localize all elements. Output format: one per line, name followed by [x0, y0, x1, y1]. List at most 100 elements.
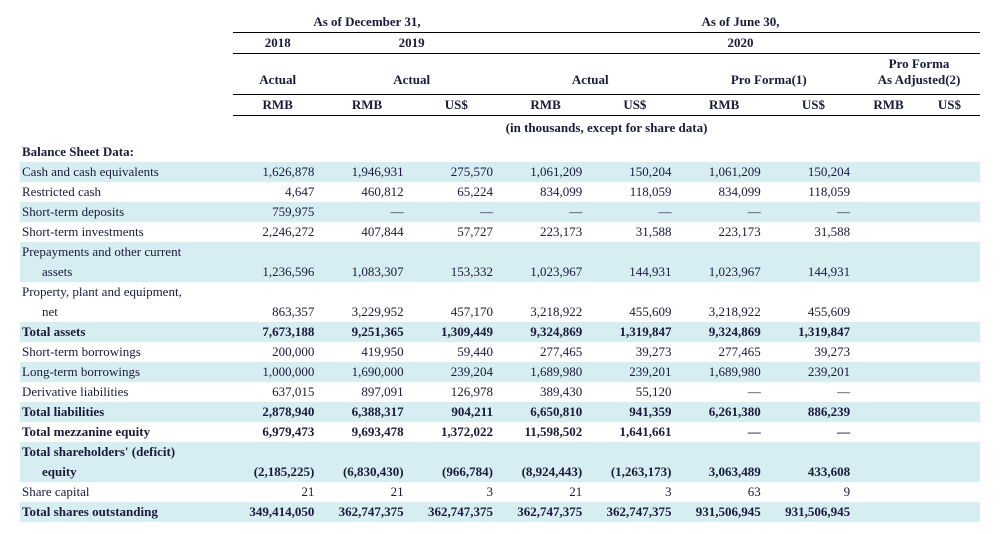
cell: 460,812 [322, 182, 411, 202]
cell: 21 [322, 482, 411, 502]
table-row: Long-term borrowings1,000,0001,690,00023… [20, 362, 980, 382]
header-dec31: As of December 31, [233, 12, 501, 33]
cell: 931,506,945 [680, 502, 769, 522]
cell [919, 342, 980, 362]
cell: 6,979,473 [233, 422, 322, 442]
header-jun30: As of June 30, [501, 12, 980, 33]
header-2020: 2020 [501, 33, 980, 54]
cell: 834,099 [680, 182, 769, 202]
cell [858, 462, 919, 482]
header-proforma-adj: Pro Forma As Adjusted(2) [858, 54, 980, 91]
header-actual-2020: Actual [501, 54, 680, 91]
cell [858, 202, 919, 222]
cell [919, 262, 980, 282]
cell [919, 302, 980, 322]
cell: 1,689,980 [501, 362, 590, 382]
cell: — [680, 382, 769, 402]
cell [858, 222, 919, 242]
cell: — [590, 202, 679, 222]
cell [858, 342, 919, 362]
row-label: Short-term deposits [20, 202, 233, 222]
cell: 57,727 [412, 222, 501, 242]
cell: 2,878,940 [233, 402, 322, 422]
cell: 223,173 [501, 222, 590, 242]
hdr-uss-3: US$ [769, 95, 858, 116]
cell: — [680, 422, 769, 442]
table-row: Property, plant and equipment, [20, 282, 980, 302]
cell: 1,946,931 [322, 162, 411, 182]
cell: 150,204 [769, 162, 858, 182]
cell: — [501, 202, 590, 222]
table-row: Share capital21213213639 [20, 482, 980, 502]
cell: 7,673,188 [233, 322, 322, 342]
cell: 1,626,878 [233, 162, 322, 182]
cell: 239,204 [412, 362, 501, 382]
cell: 897,091 [322, 382, 411, 402]
cell: 349,414,050 [233, 502, 322, 522]
cell: 362,747,375 [412, 502, 501, 522]
cell: 6,261,380 [680, 402, 769, 422]
cell: (6,830,430) [322, 462, 411, 482]
cell [858, 482, 919, 502]
cell: 31,588 [769, 222, 858, 242]
cell: 3 [412, 482, 501, 502]
row-label: Prepayments and other current [20, 242, 233, 262]
cell: — [680, 202, 769, 222]
cell: 834,099 [501, 182, 590, 202]
cell [858, 382, 919, 402]
hdr-rmb-4: RMB [680, 95, 769, 116]
cell: 9,324,869 [501, 322, 590, 342]
hdr-uss-1: US$ [412, 95, 501, 116]
cell: 21 [233, 482, 322, 502]
header-currency-row: RMB RMB US$ RMB US$ RMB US$ RMB US$ [20, 95, 980, 116]
cell: 1,689,980 [680, 362, 769, 382]
cell: 3,218,922 [501, 302, 590, 322]
cell: 1,023,967 [501, 262, 590, 282]
cell [919, 362, 980, 382]
cell [919, 182, 980, 202]
table-row: Short-term investments2,246,272407,84457… [20, 222, 980, 242]
section-title: Balance Sheet Data: [20, 142, 980, 162]
cell: 144,931 [769, 262, 858, 282]
cell: 277,465 [501, 342, 590, 362]
row-label: Total liabilities [20, 402, 233, 422]
cell [858, 502, 919, 522]
row-label: Share capital [20, 482, 233, 502]
header-proforma: Pro Forma(1) [680, 54, 859, 91]
cell: 11,598,502 [501, 422, 590, 442]
hdr-rmb-5: RMB [858, 95, 919, 116]
hdr-rmb-1: RMB [233, 95, 322, 116]
row-label: Property, plant and equipment, [20, 282, 233, 302]
table-row: Total shares outstanding349,414,050 362,7… [20, 502, 980, 522]
cell: 144,931 [590, 262, 679, 282]
cell: 277,465 [680, 342, 769, 362]
cell: 9,251,365 [322, 322, 411, 342]
row-label: net [20, 302, 233, 322]
cell: (8,924,443) [501, 462, 590, 482]
header-note-row: (in thousands, except for share data) [20, 116, 980, 143]
header-year-row: 2018 2019 2020 [20, 33, 980, 54]
table-row: net863,3573,229,952457,1703,218,922455,6… [20, 302, 980, 322]
cell: 65,224 [412, 182, 501, 202]
table-row: Short-term deposits759,975—————— [20, 202, 980, 222]
cell: 362,747,375 [590, 502, 679, 522]
cell [858, 182, 919, 202]
cell [919, 202, 980, 222]
row-label: Total shares outstanding [20, 502, 233, 522]
hdr-uss-4: US$ [919, 95, 980, 116]
cell: 1,319,847 [769, 322, 858, 342]
cell: 9 [769, 482, 858, 502]
cell [858, 262, 919, 282]
cell: 3,063,489 [680, 462, 769, 482]
hdr-rmb-3: RMB [501, 95, 590, 116]
table-row: Total liabilities2,878,9406,388,317904,2… [20, 402, 980, 422]
table-row: Restricted cash4,647460,81265,224834,099… [20, 182, 980, 202]
row-label: Total assets [20, 322, 233, 342]
cell: 63 [680, 482, 769, 502]
cell: 1,000,000 [233, 362, 322, 382]
cell: 4,647 [233, 182, 322, 202]
row-label: Total mezzanine equity [20, 422, 233, 442]
cell: — [769, 382, 858, 402]
cell: 1,372,022 [412, 422, 501, 442]
cell: 275,570 [412, 162, 501, 182]
